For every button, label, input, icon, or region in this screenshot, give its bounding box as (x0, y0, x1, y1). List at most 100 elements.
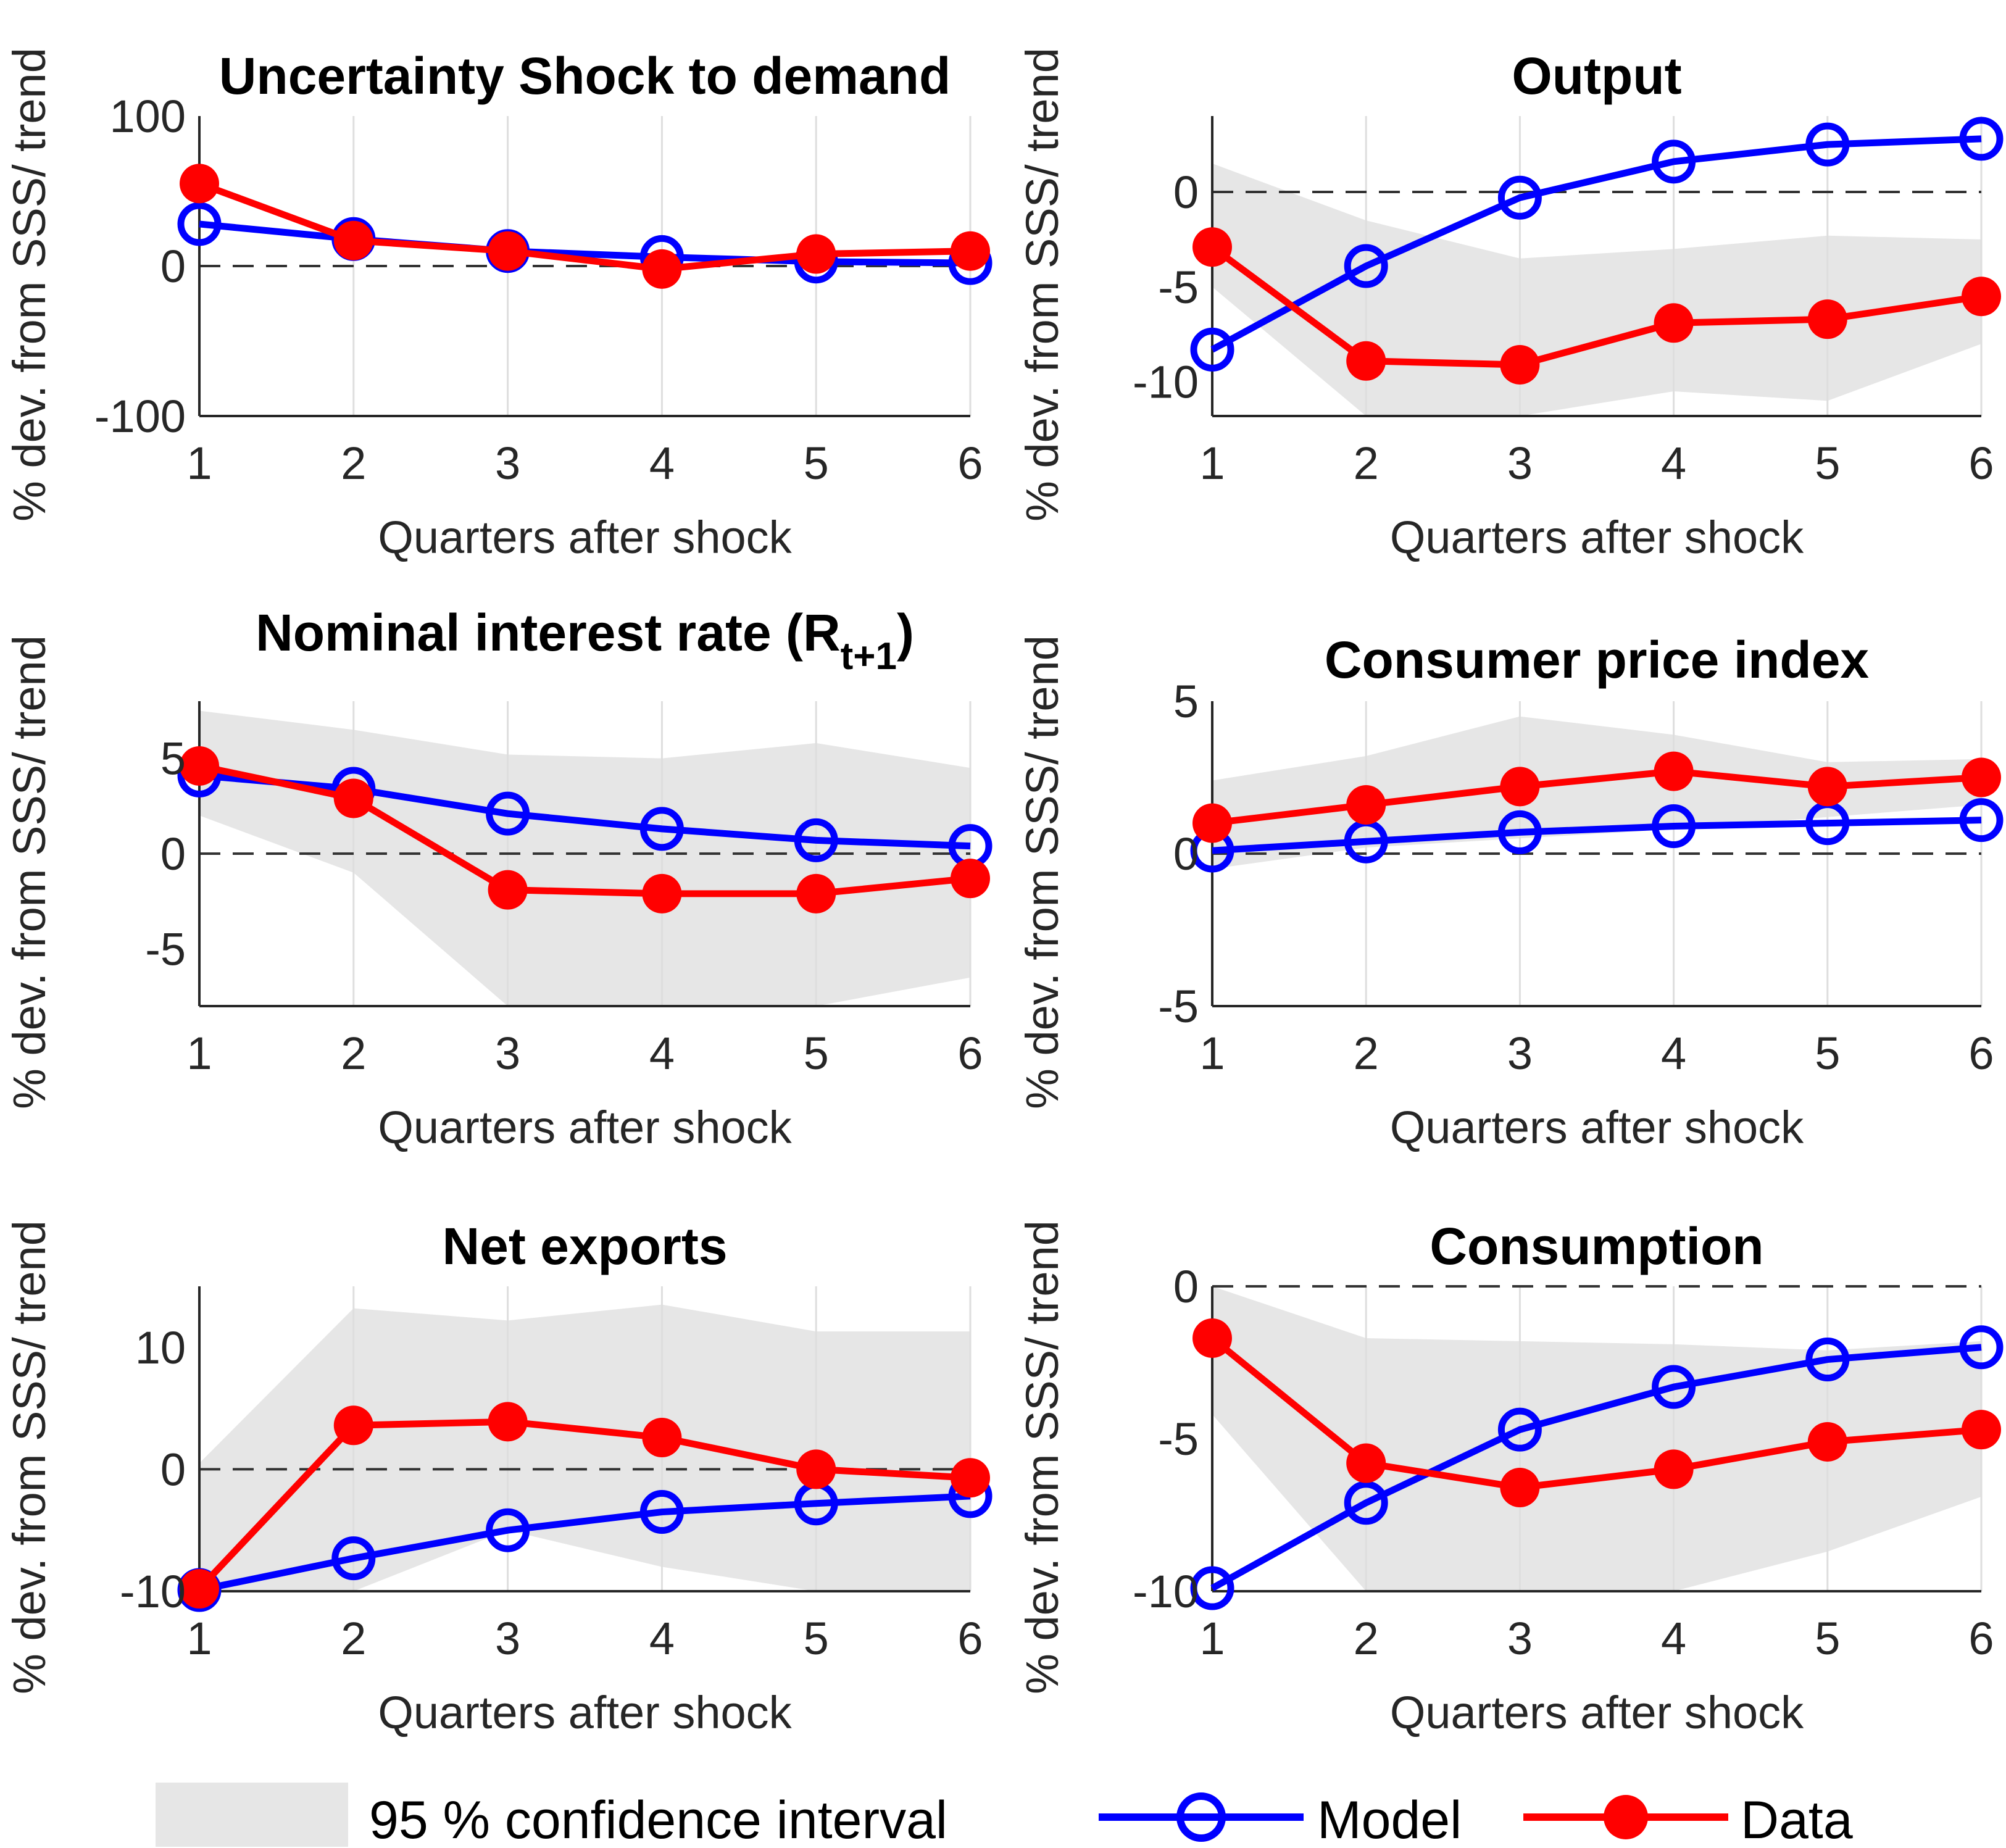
x-tick-label: 1 (186, 1613, 212, 1664)
model-point (794, 1481, 838, 1526)
x-axis-label: Quarters after shock (1390, 1687, 1804, 1738)
legend: 95 % confidence interval Model Data (156, 1783, 1853, 1848)
data-point (642, 249, 682, 289)
model-point (1805, 1338, 1850, 1382)
confidence-band (1212, 1286, 1981, 1591)
chart-title-suffix: ) (897, 604, 914, 662)
x-tick-label: 3 (495, 1028, 520, 1079)
data-point (1192, 227, 1232, 267)
data-point (1962, 1410, 2001, 1450)
subplot-2: 1 2 3 4 5 6 -10 -5 0 Quarters after shock % dev. f… (1017, 47, 2004, 563)
data-point (488, 1402, 528, 1442)
x-axis-label: Quarters after shock (378, 512, 792, 563)
model-point (1805, 801, 1850, 846)
x-tick-label: 4 (1661, 1613, 1686, 1664)
data-series-line (1210, 1335, 1982, 1491)
confidence-band (199, 710, 970, 1006)
subplot-1: 1 2 3 4 5 6 -100 0 100 Quarters after shock % dev.… (4, 47, 993, 563)
y-axis-label: % dev. from SSS/ trend (1017, 635, 1068, 1109)
subplot-5: 1 2 3 4 5 6 -10 0 10 Quarters after shock % dev. f… (4, 1217, 993, 1738)
model-point (1652, 804, 1696, 849)
model-point (1190, 1566, 1234, 1610)
chart-title-text: Net exports (442, 1217, 727, 1275)
data-point (642, 1418, 682, 1458)
model-point (177, 202, 222, 246)
data-point (796, 1449, 836, 1489)
model-point (1959, 1325, 2004, 1370)
data-point (1962, 757, 2001, 797)
model-point (1190, 327, 1234, 372)
x-tick-label: 5 (1815, 1613, 1840, 1664)
x-tick-label: 5 (804, 438, 829, 489)
x-tick-label: 3 (1507, 438, 1533, 489)
x-tick-label: 1 (1199, 1028, 1225, 1079)
data-point (488, 231, 528, 271)
y-axis-label: % dev. from SSS/ trend (1017, 48, 1068, 522)
x-tick-label: 1 (1199, 438, 1225, 489)
y-tick-label: 100 (110, 91, 186, 142)
legend-ci-swatch (156, 1783, 348, 1847)
y-tick-label: -5 (1158, 262, 1199, 313)
y-tick-label: -10 (120, 1566, 186, 1617)
data-point (1500, 344, 1540, 385)
y-axis-label: % dev. from SSS/ trend (1017, 1220, 1068, 1694)
data-series-line (198, 180, 971, 273)
data-point (1654, 303, 1694, 343)
x-tick-label: 5 (804, 1028, 829, 1079)
data-point (1807, 299, 1847, 339)
data-point (1346, 341, 1386, 381)
model-point (639, 1490, 684, 1534)
y-tick-label: -5 (145, 923, 186, 975)
x-tick-label: 2 (1354, 438, 1379, 489)
y-tick-label: -5 (1158, 1413, 1199, 1465)
x-axis-label: Quarters after shock (378, 1102, 792, 1153)
x-tick-label: 2 (341, 438, 366, 489)
legend-data-marker (1604, 1795, 1648, 1839)
data-point (1500, 1468, 1540, 1508)
y-tick-label: -10 (1133, 1566, 1199, 1617)
data-point (951, 1458, 990, 1498)
y-axis-label: % dev. from SSS/ trend (4, 1220, 55, 1694)
data-point (1807, 767, 1847, 807)
x-tick-label: 3 (495, 1613, 520, 1664)
confidence-band (1212, 716, 1981, 869)
data-point (1807, 1421, 1847, 1462)
x-tick-label: 4 (1661, 1028, 1686, 1079)
data-point (333, 220, 373, 260)
model-point (1344, 819, 1388, 864)
x-tick-label: 1 (186, 438, 212, 489)
data-point (1654, 751, 1694, 791)
x-tick-label: 3 (495, 438, 520, 489)
y-axis-label: % dev. from SSS/ trend (4, 635, 55, 1109)
model-point (331, 1536, 376, 1581)
data-point (333, 1405, 373, 1446)
x-tick-label: 6 (1968, 438, 1994, 489)
y-tick-label: -10 (1133, 357, 1199, 408)
model-series-line (1210, 135, 1982, 353)
x-tick-label: 2 (1354, 1028, 1379, 1079)
x-tick-label: 6 (957, 1028, 983, 1079)
x-tick-label: 2 (1354, 1613, 1379, 1664)
x-tick-label: 1 (186, 1028, 212, 1079)
legend-model-marker (1176, 1792, 1226, 1842)
model-point (1652, 1365, 1696, 1409)
x-tick-label: 2 (341, 1028, 366, 1079)
data-point (1192, 1318, 1232, 1358)
data-point (796, 873, 836, 914)
data-point (180, 1569, 219, 1609)
model-series-line (198, 1492, 971, 1594)
x-tick-label: 3 (1507, 1028, 1533, 1079)
data-series-line (1210, 244, 1982, 368)
data-point (180, 164, 219, 204)
chart-title-text: Consumer price index (1325, 631, 1870, 689)
data-point (951, 859, 990, 899)
model-point (1497, 175, 1542, 220)
model-point (794, 818, 838, 862)
chart-title: Consumption (1430, 1217, 1763, 1275)
data-point (180, 746, 219, 786)
data-point (333, 778, 373, 818)
legend-ci-label: 95 % confidence interval (369, 1791, 947, 1848)
data-series-line (196, 1418, 971, 1591)
y-tick-label: 0 (160, 241, 186, 292)
